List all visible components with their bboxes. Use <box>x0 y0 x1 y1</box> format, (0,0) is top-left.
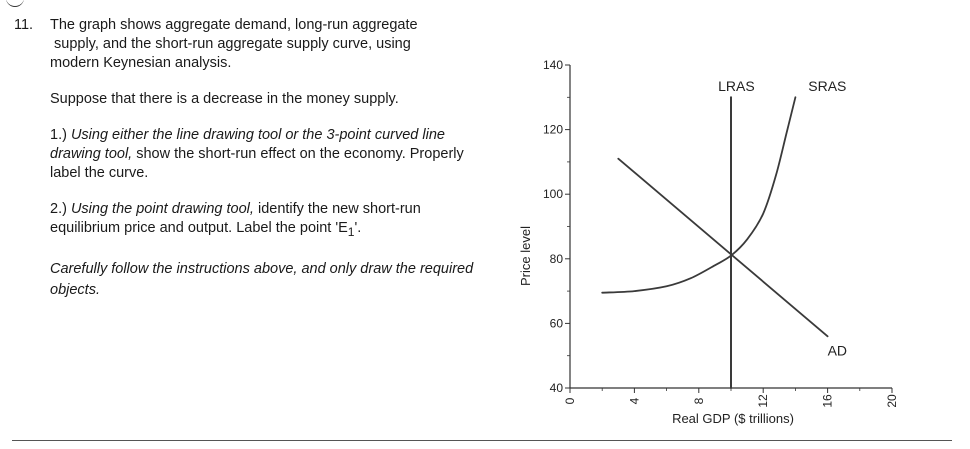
chart-curves <box>601 96 829 389</box>
x-tick-label: 16 <box>821 394 835 408</box>
ad-as-chart[interactable]: 40 60 80 100 120 140 0 4 8 12 16 20 LRAS SRAS AD Real… <box>500 40 930 430</box>
x-axis-label: Real GDP ($ trillions) <box>672 411 794 426</box>
y-tick-label: 40 <box>550 381 564 395</box>
ad-label: AD <box>828 343 847 359</box>
question-number: 11. <box>14 17 34 33</box>
y-tick-label: 100 <box>543 187 563 201</box>
chart-ticks: 40 60 80 100 120 140 0 4 8 12 16 20 <box>543 58 899 408</box>
intro-line-2: supply, and the short-run aggregate supp… <box>54 36 411 52</box>
y-tick-label: 120 <box>543 123 563 137</box>
chart-labels: LRAS SRAS AD <box>718 78 847 359</box>
intro-line-3: modern Keynesian analysis. <box>50 55 232 71</box>
intro-line-1: The graph shows aggregate demand, long-r… <box>50 17 418 33</box>
x-tick-label: 12 <box>756 394 770 408</box>
y-tick-label: 60 <box>550 316 564 330</box>
corner-mark <box>6 0 24 7</box>
instruction-step-1: 1.) Using either the line drawing tool o… <box>50 127 464 181</box>
sras-label: SRAS <box>808 78 846 94</box>
lras-label: LRAS <box>718 78 755 94</box>
sras-curve <box>601 96 797 294</box>
bottom-divider <box>12 440 952 441</box>
step-2-tool: Using the point drawing tool, <box>70 201 254 217</box>
x-tick-label: 0 <box>563 397 577 404</box>
question-text: 11. The graph shows aggregate demand, lo… <box>14 16 494 301</box>
instruction-step-2: 2.) Using the point drawing tool, identi… <box>50 201 421 239</box>
question-scenario: Suppose that there is a decrease in the … <box>50 91 399 107</box>
x-tick-label: 4 <box>627 397 641 404</box>
x-tick-label: 8 <box>692 397 706 404</box>
y-tick-label: 140 <box>543 58 563 72</box>
step-1-tool: Using either the line drawing tool or th… <box>50 127 445 162</box>
y-tick-label: 80 <box>550 252 564 266</box>
question-intro: The graph shows aggregate demand, long-r… <box>50 16 494 73</box>
y-axis-label: Price level <box>518 226 533 286</box>
ad-curve <box>617 157 829 338</box>
x-tick-label: 20 <box>885 394 899 408</box>
instruction-note: Carefully follow the instructions above,… <box>50 260 474 298</box>
